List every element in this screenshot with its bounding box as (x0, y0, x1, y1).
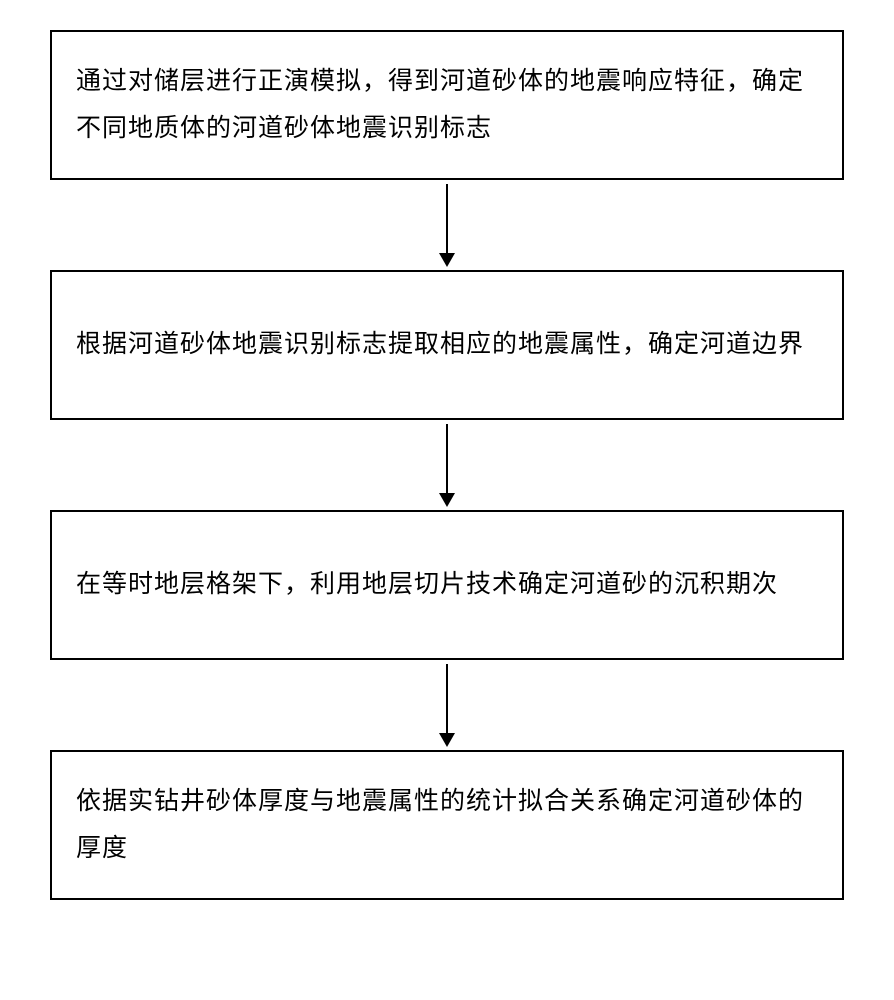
arrow-2-3 (439, 420, 455, 510)
arrow-head-icon (439, 733, 455, 747)
flowchart-step-1: 通过对储层进行正演模拟，得到河道砂体的地震响应特征，确定不同地质体的河道砂体地震… (50, 30, 844, 180)
arrow-line (446, 424, 448, 494)
arrow-head-icon (439, 493, 455, 507)
step-text: 通过对储层进行正演模拟，得到河道砂体的地震响应特征，确定不同地质体的河道砂体地震… (76, 58, 818, 153)
arrow-line (446, 664, 448, 734)
arrow-head-icon (439, 253, 455, 267)
step-text: 依据实钻井砂体厚度与地震属性的统计拟合关系确定河道砂体的厚度 (76, 778, 818, 873)
flowchart-step-4: 依据实钻井砂体厚度与地震属性的统计拟合关系确定河道砂体的厚度 (50, 750, 844, 900)
flowchart-step-2: 根据河道砂体地震识别标志提取相应的地震属性，确定河道边界 (50, 270, 844, 420)
step-text: 根据河道砂体地震识别标志提取相应的地震属性，确定河道边界 (76, 321, 804, 369)
arrow-1-2 (439, 180, 455, 270)
step-text: 在等时地层格架下，利用地层切片技术确定河道砂的沉积期次 (76, 561, 778, 609)
flowchart-container: 通过对储层进行正演模拟，得到河道砂体的地震响应特征，确定不同地质体的河道砂体地震… (50, 30, 844, 900)
arrow-line (446, 184, 448, 254)
flowchart-step-3: 在等时地层格架下，利用地层切片技术确定河道砂的沉积期次 (50, 510, 844, 660)
arrow-3-4 (439, 660, 455, 750)
